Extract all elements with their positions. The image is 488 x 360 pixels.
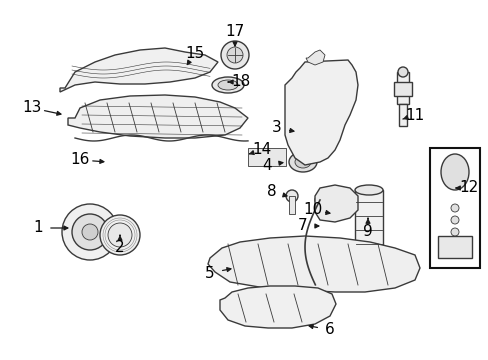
Circle shape bbox=[450, 216, 458, 224]
Text: 9: 9 bbox=[363, 224, 372, 238]
Text: 3: 3 bbox=[271, 121, 281, 135]
Text: 18: 18 bbox=[231, 75, 250, 90]
Polygon shape bbox=[207, 236, 419, 292]
Circle shape bbox=[450, 228, 458, 236]
Polygon shape bbox=[68, 95, 247, 138]
Bar bbox=[247, 148, 285, 166]
Circle shape bbox=[226, 47, 243, 63]
Polygon shape bbox=[305, 50, 325, 65]
Ellipse shape bbox=[288, 152, 316, 172]
Text: 15: 15 bbox=[185, 45, 204, 60]
Text: 16: 16 bbox=[70, 153, 89, 167]
Text: 14: 14 bbox=[252, 143, 271, 158]
Text: 17: 17 bbox=[225, 24, 244, 40]
Circle shape bbox=[62, 204, 118, 260]
Bar bbox=[437, 236, 471, 258]
Bar bbox=[393, 82, 411, 96]
Circle shape bbox=[82, 224, 98, 240]
Circle shape bbox=[100, 215, 140, 255]
Ellipse shape bbox=[294, 156, 310, 168]
Polygon shape bbox=[60, 48, 218, 92]
Text: 1: 1 bbox=[33, 220, 43, 235]
Text: 5: 5 bbox=[205, 266, 214, 280]
Bar bbox=[288, 196, 294, 214]
Ellipse shape bbox=[440, 154, 468, 190]
Text: 13: 13 bbox=[22, 100, 41, 116]
Text: 4: 4 bbox=[262, 158, 271, 172]
Ellipse shape bbox=[212, 77, 244, 93]
Circle shape bbox=[314, 195, 325, 205]
Text: 7: 7 bbox=[298, 219, 307, 234]
Bar bbox=[429, 148, 479, 268]
Bar bbox=[398, 104, 406, 126]
Polygon shape bbox=[220, 286, 335, 328]
Text: 12: 12 bbox=[458, 180, 478, 195]
Circle shape bbox=[285, 190, 297, 202]
Bar bbox=[354, 190, 382, 255]
Circle shape bbox=[450, 204, 458, 212]
Text: 10: 10 bbox=[303, 202, 322, 217]
Circle shape bbox=[72, 214, 108, 250]
Ellipse shape bbox=[354, 185, 382, 195]
Ellipse shape bbox=[218, 80, 238, 90]
Text: 11: 11 bbox=[405, 108, 424, 122]
Ellipse shape bbox=[354, 250, 382, 260]
Polygon shape bbox=[314, 185, 357, 222]
Text: 2: 2 bbox=[115, 240, 124, 256]
Text: 6: 6 bbox=[325, 323, 334, 338]
Circle shape bbox=[108, 223, 132, 247]
Circle shape bbox=[397, 67, 407, 77]
Polygon shape bbox=[285, 60, 357, 165]
Circle shape bbox=[292, 90, 336, 134]
Text: 8: 8 bbox=[266, 184, 276, 199]
Circle shape bbox=[301, 98, 328, 126]
Bar bbox=[396, 72, 408, 104]
Circle shape bbox=[221, 41, 248, 69]
